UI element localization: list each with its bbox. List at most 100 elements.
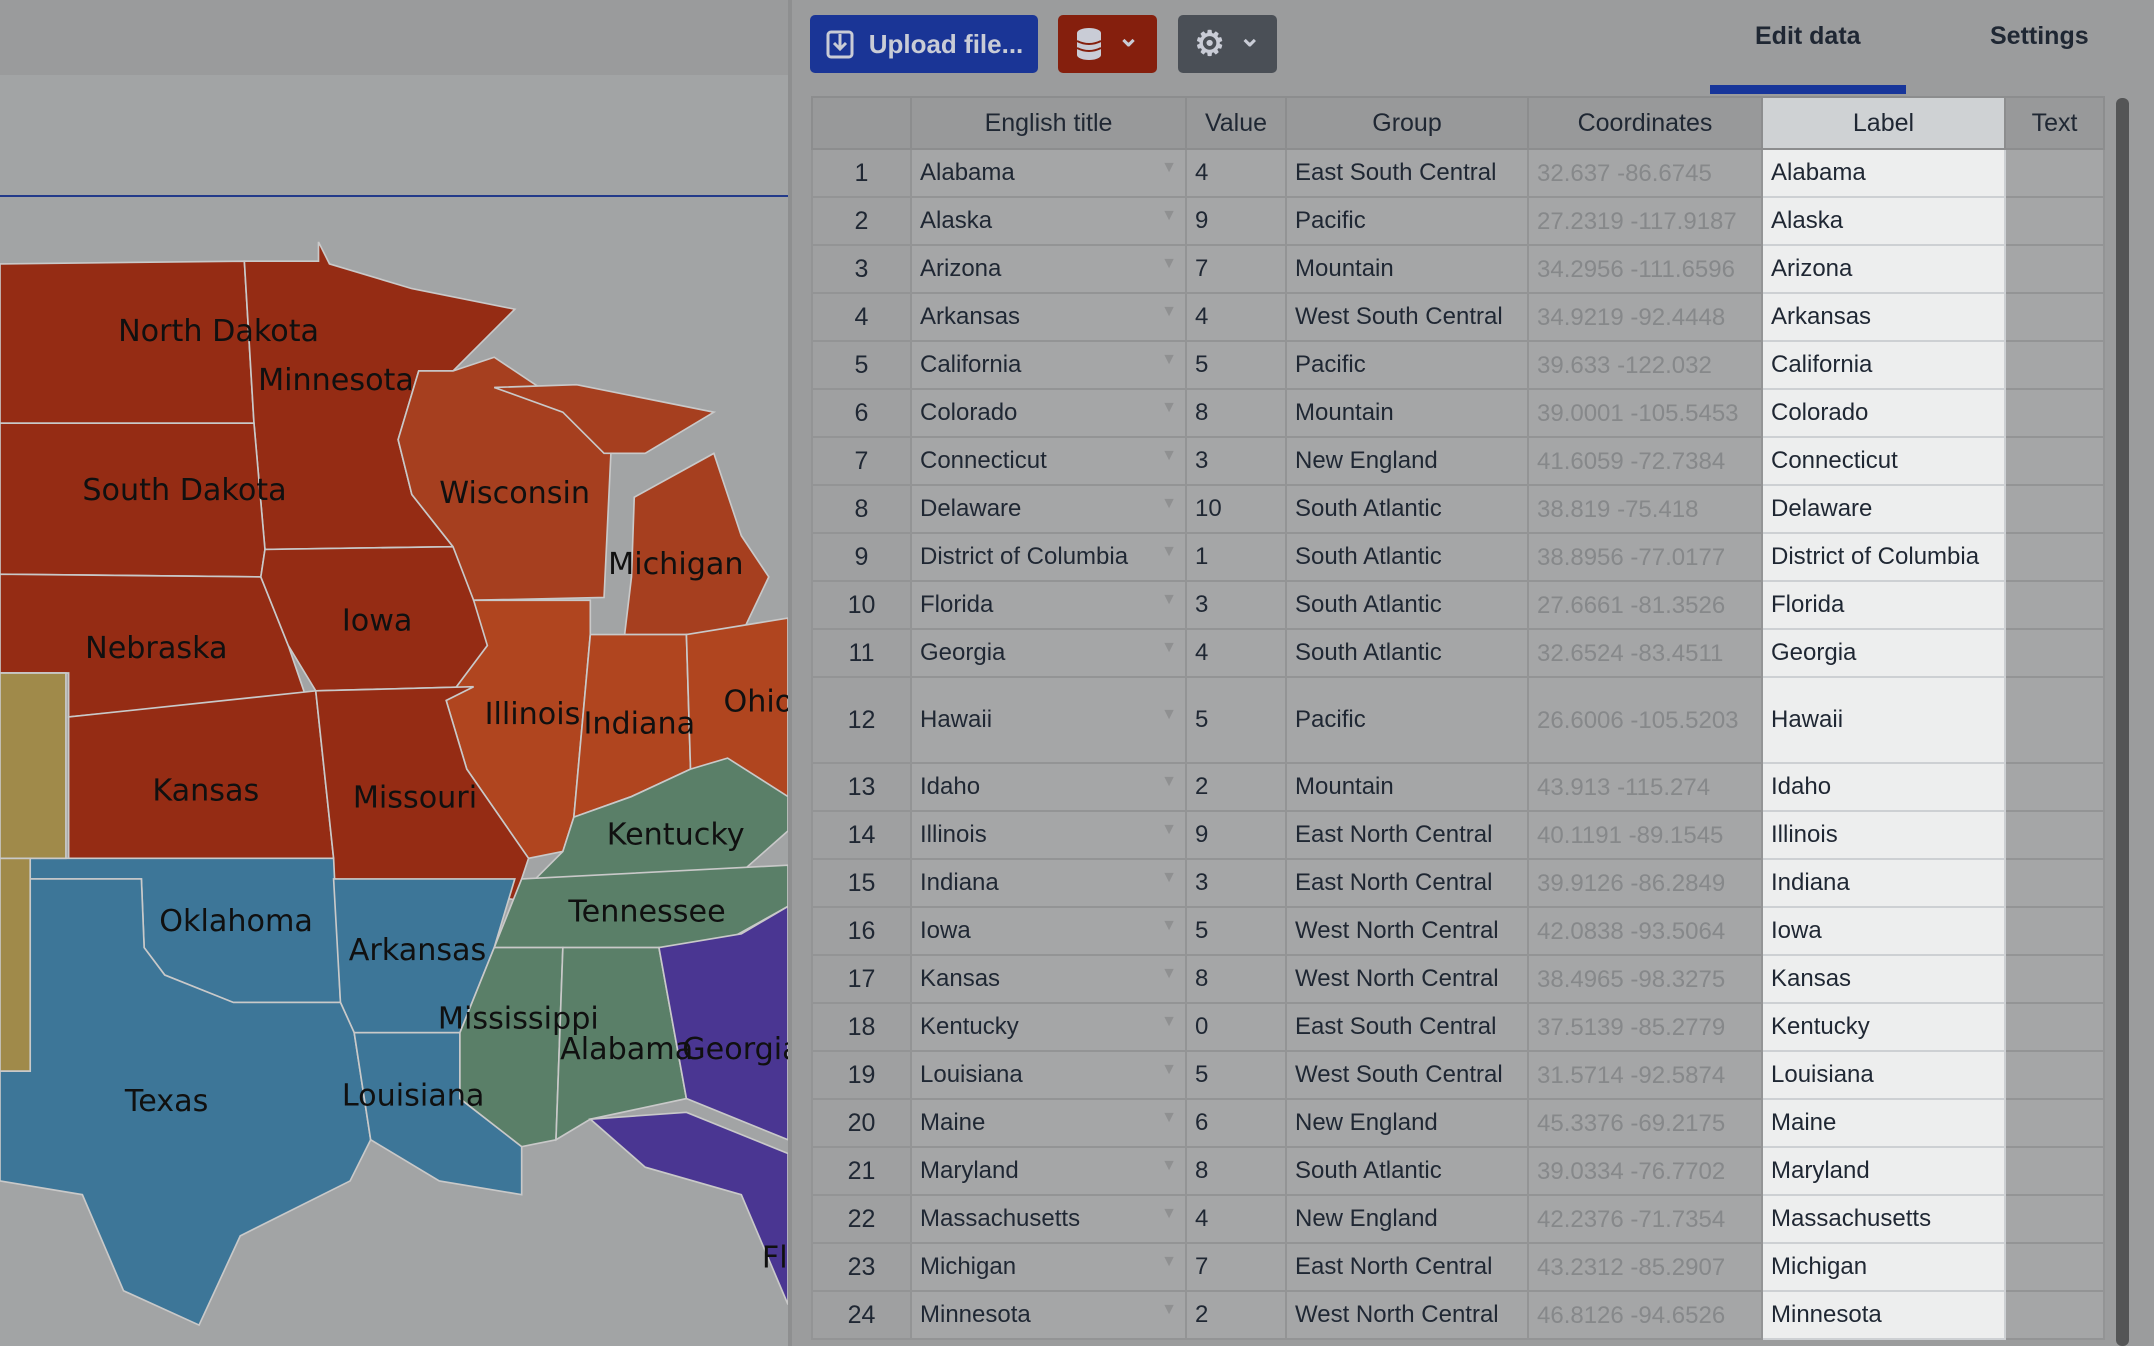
cell-group[interactable]: South Atlantic — [1285, 484, 1529, 534]
cell-group[interactable]: Pacific — [1285, 676, 1529, 764]
cell-label[interactable]: Maryland — [1761, 1146, 2006, 1196]
cell-value[interactable]: 3 — [1185, 858, 1287, 908]
cell-row-number[interactable]: 10 — [811, 580, 912, 630]
cell-coordinates[interactable]: 32.6524 -83.4511 — [1527, 628, 1763, 678]
dropdown-arrow-icon[interactable]: ▼ — [1161, 773, 1177, 790]
cell-label[interactable]: District of Columbia — [1761, 532, 2006, 582]
cell-row-number[interactable]: 19 — [811, 1050, 912, 1100]
cell-coordinates[interactable]: 39.0001 -105.5453 — [1527, 388, 1763, 438]
cell-label[interactable]: Connecticut — [1761, 436, 2006, 486]
cell-english-title[interactable]: Colorado ▼ — [910, 388, 1187, 438]
cell-english-title[interactable]: California ▼ — [910, 340, 1187, 390]
cell-value[interactable]: 8 — [1185, 388, 1287, 438]
cell-value[interactable]: 6 — [1185, 1098, 1287, 1148]
cell-english-title[interactable]: Illinois ▼ — [910, 810, 1187, 860]
cell-row-number[interactable]: 20 — [811, 1098, 912, 1148]
column-header-group[interactable]: Group — [1285, 96, 1529, 150]
cell-row-number[interactable]: 16 — [811, 906, 912, 956]
cell-text[interactable] — [2004, 676, 2105, 764]
cell-group[interactable]: South Atlantic — [1285, 1146, 1529, 1196]
cell-text[interactable] — [2004, 1242, 2105, 1292]
cell-value[interactable]: 8 — [1185, 954, 1287, 1004]
cell-text[interactable] — [2004, 148, 2105, 198]
column-header-text[interactable]: Text — [2004, 96, 2105, 150]
cell-english-title[interactable]: Alabama ▼ — [910, 148, 1187, 198]
cell-text[interactable] — [2004, 762, 2105, 812]
cell-coordinates[interactable]: 42.2376 -71.7354 — [1527, 1194, 1763, 1244]
cell-english-title[interactable]: Minnesota ▼ — [910, 1290, 1187, 1340]
cell-group[interactable]: West North Central — [1285, 906, 1529, 956]
cell-row-number[interactable]: 17 — [811, 954, 912, 1004]
cell-text[interactable] — [2004, 810, 2105, 860]
cell-coordinates[interactable]: 40.1191 -89.1545 — [1527, 810, 1763, 860]
cell-row-number[interactable]: 2 — [811, 196, 912, 246]
cell-text[interactable] — [2004, 1146, 2105, 1196]
cell-coordinates[interactable]: 26.6006 -105.5203 — [1527, 676, 1763, 764]
cell-english-title[interactable]: Florida ▼ — [910, 580, 1187, 630]
cell-text[interactable] — [2004, 580, 2105, 630]
dropdown-arrow-icon[interactable]: ▼ — [1161, 1061, 1177, 1078]
cell-text[interactable] — [2004, 906, 2105, 956]
panel-resizer[interactable] — [788, 0, 1592, 1346]
cell-label[interactable]: Colorado — [1761, 388, 2006, 438]
cell-english-title[interactable]: Delaware ▼ — [910, 484, 1187, 534]
dropdown-arrow-icon[interactable]: ▼ — [1161, 495, 1177, 512]
cell-label[interactable]: Michigan — [1761, 1242, 2006, 1292]
cell-group[interactable]: Mountain — [1285, 244, 1529, 294]
cell-text[interactable] — [2004, 436, 2105, 486]
cell-coordinates[interactable]: 38.8956 -77.0177 — [1527, 532, 1763, 582]
cell-group[interactable]: New England — [1285, 1098, 1529, 1148]
dropdown-arrow-icon[interactable]: ▼ — [1161, 639, 1177, 656]
cell-label[interactable]: Arkansas — [1761, 292, 2006, 342]
upload-file-button[interactable]: Upload file... — [810, 15, 1038, 73]
cell-label[interactable]: Illinois — [1761, 810, 2006, 860]
cell-group[interactable]: East North Central — [1285, 858, 1529, 908]
cell-group[interactable]: West North Central — [1285, 1290, 1529, 1340]
cell-text[interactable] — [2004, 1050, 2105, 1100]
cell-value[interactable]: 5 — [1185, 676, 1287, 764]
cell-value[interactable]: 4 — [1185, 628, 1287, 678]
dropdown-arrow-icon[interactable]: ▼ — [1161, 543, 1177, 560]
cell-group[interactable]: South Atlantic — [1285, 628, 1529, 678]
dropdown-arrow-icon[interactable]: ▼ — [1161, 303, 1177, 320]
tab-settings[interactable]: Settings — [1990, 22, 2089, 50]
cell-row-number[interactable]: 7 — [811, 436, 912, 486]
cell-english-title[interactable]: Kentucky ▼ — [910, 1002, 1187, 1052]
cell-value[interactable]: 3 — [1185, 436, 1287, 486]
cell-coordinates[interactable]: 27.6661 -81.3526 — [1527, 580, 1763, 630]
cell-value[interactable]: 4 — [1185, 1194, 1287, 1244]
cell-coordinates[interactable]: 38.4965 -98.3275 — [1527, 954, 1763, 1004]
cell-english-title[interactable]: Connecticut ▼ — [910, 436, 1187, 486]
cell-label[interactable]: Iowa — [1761, 906, 2006, 956]
cell-coordinates[interactable]: 39.0334 -76.7702 — [1527, 1146, 1763, 1196]
cell-coordinates[interactable]: 39.633 -122.032 — [1527, 340, 1763, 390]
database-menu-button[interactable]: ⌄ — [1058, 15, 1157, 73]
cell-group[interactable]: West South Central — [1285, 1050, 1529, 1100]
cell-label[interactable]: Indiana — [1761, 858, 2006, 908]
cell-group[interactable]: East South Central — [1285, 148, 1529, 198]
cell-value[interactable]: 0 — [1185, 1002, 1287, 1052]
cell-label[interactable]: Hawaii — [1761, 676, 2006, 764]
cell-english-title[interactable]: Kansas ▼ — [910, 954, 1187, 1004]
cell-label[interactable]: Arizona — [1761, 244, 2006, 294]
cell-group[interactable]: West South Central — [1285, 292, 1529, 342]
cell-row-number[interactable]: 12 — [811, 676, 912, 764]
cell-coordinates[interactable]: 38.819 -75.418 — [1527, 484, 1763, 534]
dropdown-arrow-icon[interactable]: ▼ — [1161, 591, 1177, 608]
cell-text[interactable] — [2004, 532, 2105, 582]
cell-coordinates[interactable]: 37.5139 -85.2779 — [1527, 1002, 1763, 1052]
dropdown-arrow-icon[interactable]: ▼ — [1161, 255, 1177, 272]
cell-text[interactable] — [2004, 628, 2105, 678]
dropdown-arrow-icon[interactable]: ▼ — [1161, 1301, 1177, 1318]
cell-row-number[interactable]: 23 — [811, 1242, 912, 1292]
column-header-value[interactable]: Value — [1185, 96, 1287, 150]
cell-coordinates[interactable]: 46.8126 -94.6526 — [1527, 1290, 1763, 1340]
cell-english-title[interactable]: Michigan ▼ — [910, 1242, 1187, 1292]
cell-english-title[interactable]: Iowa ▼ — [910, 906, 1187, 956]
cell-value[interactable]: 2 — [1185, 762, 1287, 812]
cell-coordinates[interactable]: 45.3376 -69.2175 — [1527, 1098, 1763, 1148]
column-header-row-number[interactable] — [811, 96, 912, 150]
cell-value[interactable]: 3 — [1185, 580, 1287, 630]
cell-row-number[interactable]: 21 — [811, 1146, 912, 1196]
tab-edit-data[interactable]: Edit data — [1755, 22, 1861, 50]
